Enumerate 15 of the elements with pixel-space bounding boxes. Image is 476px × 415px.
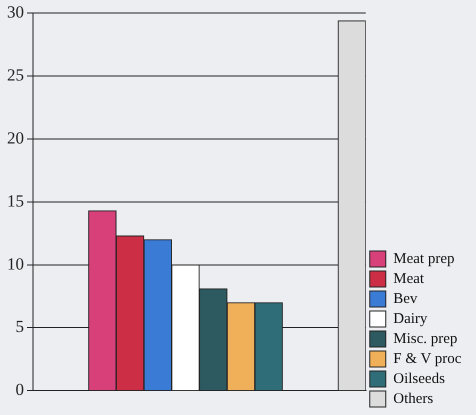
legend-label: Misc. prep bbox=[393, 330, 458, 347]
legend-label: Meat prep bbox=[393, 250, 454, 267]
legend-label: Dairy bbox=[393, 310, 428, 327]
y-tick-label: 25 bbox=[7, 66, 24, 85]
y-tick-label: 10 bbox=[7, 254, 24, 274]
legend-label: Others bbox=[393, 390, 434, 407]
y-tick-label: 30 bbox=[7, 2, 24, 22]
legend-label: Bev bbox=[393, 290, 418, 307]
y-tick-label: 20 bbox=[7, 128, 24, 148]
legend-label: Meat bbox=[393, 270, 425, 287]
y-tick-label: 15 bbox=[7, 191, 24, 210]
legend-label: Oilseeds bbox=[393, 370, 446, 387]
legend-label: F & V proc bbox=[393, 350, 462, 367]
y-tick-label: 5 bbox=[16, 317, 24, 336]
y-tick-label: 0 bbox=[16, 380, 24, 400]
